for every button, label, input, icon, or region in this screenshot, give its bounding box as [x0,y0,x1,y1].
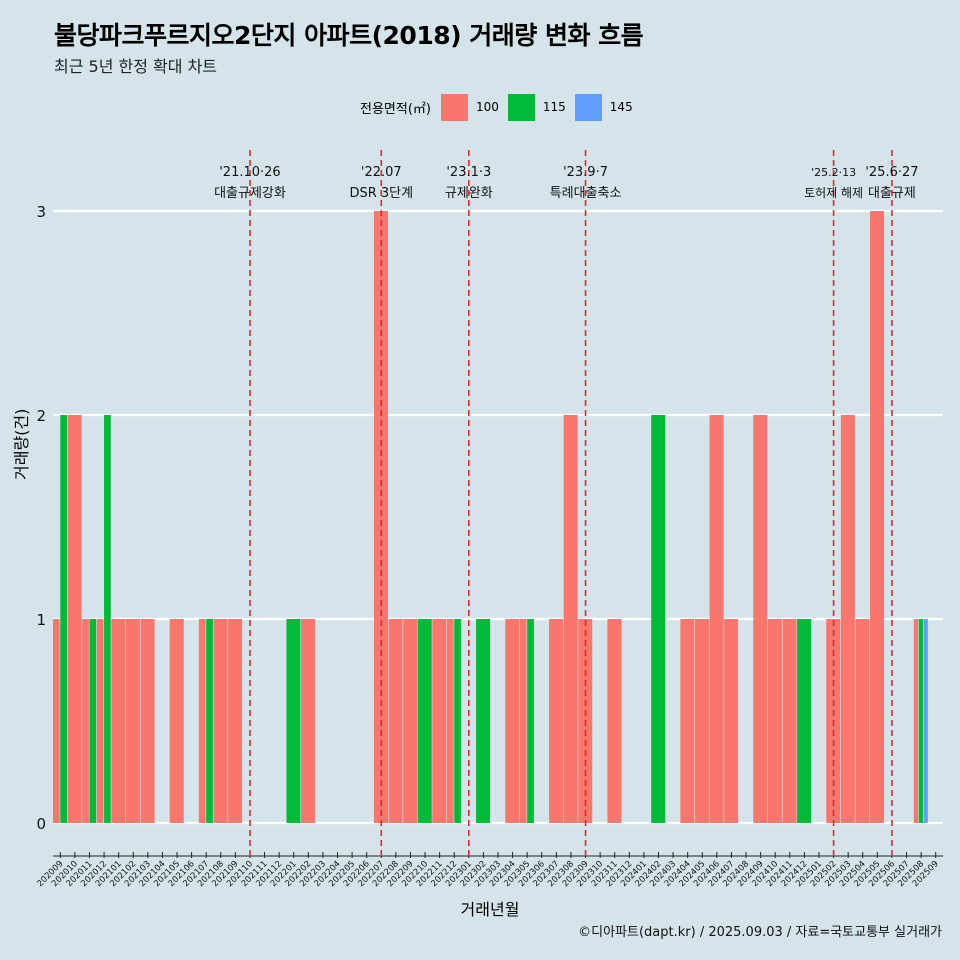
bar-202311-100 [607,619,622,823]
event-label-202207: DSR 3단계 [349,186,413,201]
event-date-202207: '22.07 [361,165,402,180]
bar-202012-115 [104,415,111,823]
bar-202402-115 [651,415,666,823]
bar-202508-145 [923,619,928,823]
chart-title: 불당파크푸르지오2단지 아파트(2018) 거래량 변화 흐름 [54,21,644,50]
y-tick-label-0: 0 [36,815,46,833]
bar-202406-100 [709,415,724,823]
bar-202409-100 [753,415,768,823]
bar-202012-100 [96,619,104,823]
bar-202307-100 [549,619,564,823]
bar-202101-100 [111,619,126,823]
event-label-202506: 대출규제 [868,186,916,201]
x-axis-title: 거래년월 [460,900,520,919]
bar-202305-100 [519,619,527,823]
event-date-202301: '23.1·3 [446,165,491,180]
legend-item-115: 115 [507,93,566,121]
bar-202407-100 [724,619,739,823]
legend-swatch-115 [507,93,535,121]
bar-202201-115 [286,619,301,823]
bar-202405-100 [694,619,709,823]
y-tick-label-1: 1 [36,611,46,629]
bar-202210-115 [417,619,432,823]
bar-202107-100 [198,619,206,823]
legend-title: 전용면적(㎡) [360,101,431,117]
bar-202404-100 [680,619,695,823]
legend: 전용면적(㎡) 100 115 145 [360,93,642,121]
legend-swatch-145 [574,93,602,121]
bar-202302-115 [476,619,491,823]
bar-202503-100 [840,415,855,823]
bar-202107-115 [206,619,213,823]
bar-202410-100 [767,619,782,823]
chart-subtitle: 최근 5년 한정 확대 차트 [54,57,218,76]
bar-202212-100 [446,619,454,823]
legend-label-115: 115 [542,100,566,114]
event-label-202309: 특례대출축소 [550,186,622,201]
bar-202211-100 [432,619,447,823]
bar-202411-100 [782,619,797,823]
bar-202212-115 [454,619,461,823]
bar-202304-100 [505,619,520,823]
bar-202412-115 [797,619,812,823]
bar-202108-100 [213,619,228,823]
bar-202305-115 [527,619,534,823]
bar-202009-115 [60,415,67,823]
bar-202505-100 [870,211,885,823]
event-label-202502: 토허제 해제 [804,186,863,200]
event-label-202301: 규제완화 [445,186,493,201]
bar-202207-100 [373,211,388,823]
legend-swatch-100 [440,93,468,121]
legend-label-145: 145 [609,100,633,114]
source-caption: ©디아파트(dapt.kr) / 2025.09.03 / 자료=국토교통부 실… [578,925,942,940]
bar-202011-100 [82,619,89,823]
y-tick-label-2: 2 [36,407,46,425]
bar-202508-100 [913,619,919,823]
legend-label-100: 100 [475,100,499,114]
event-label-202110: 대출규제강화 [214,186,286,201]
bar-202105-100 [169,619,184,823]
bar-202208-100 [388,619,403,823]
bar-202308-100 [563,415,578,823]
bar-202202-100 [301,619,316,823]
bar-202102-100 [125,619,140,823]
legend-item-145: 145 [574,93,633,121]
bar-202209-100 [403,619,418,823]
bar-202504-100 [855,619,870,823]
bar-202508-115 [918,619,923,823]
bar-202103-100 [140,619,155,823]
bar-202009-100 [53,619,60,823]
bar-202010-100 [67,415,82,823]
y-axis-title: 거래량(건) [12,408,31,480]
legend-item-100: 100 [440,93,499,121]
event-date-202110: '21.10·26 [219,165,280,180]
event-date-202309: '23.9·7 [563,165,608,180]
event-date-202506: '25.6·27 [865,165,918,180]
y-tick-label-3: 3 [36,203,46,221]
bar-202011-115 [89,619,97,823]
event-date-202502: '25.2·13 [811,166,856,179]
bar-202109-100 [228,619,243,823]
